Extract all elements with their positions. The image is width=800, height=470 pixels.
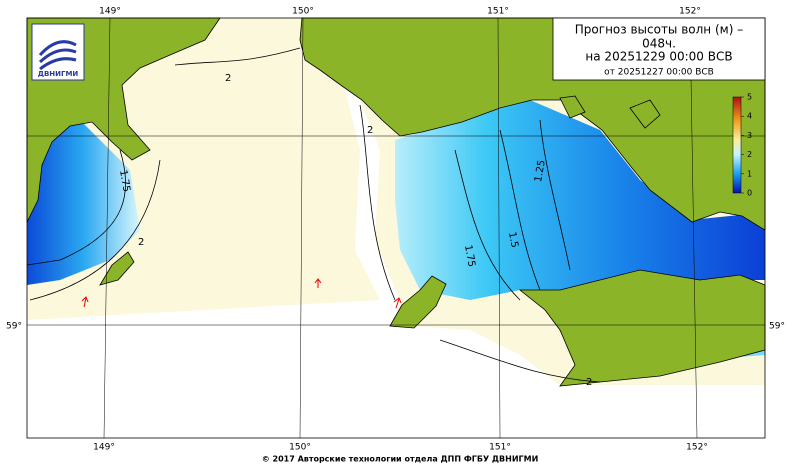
contour-label: 1.25 (533, 159, 548, 183)
contour-labels: 2 1.75 2 2 1.75 1.5 1.25 2 (117, 73, 592, 388)
lon-label: 150° (289, 443, 311, 453)
contour (29, 159, 161, 301)
contour-label: 1.5 (506, 231, 520, 249)
lon-label: 152° (679, 7, 701, 17)
title-bg (552, 17, 766, 81)
island-small (99, 251, 135, 286)
colorbar-label: 5 (747, 93, 752, 102)
colorbar-label: 2 (747, 150, 752, 159)
lon-label: 151° (487, 7, 509, 17)
lat-label: 59° (769, 322, 785, 332)
lon-label: 149° (99, 7, 121, 17)
wave-arrow (81, 296, 89, 308)
logo-waves (38, 40, 77, 71)
lon-label: 149° (93, 443, 115, 453)
map-frame (26, 17, 766, 439)
colorbar-ticks: 0 1 2 3 4 5 (741, 93, 752, 198)
contour (499, 129, 541, 291)
contour (174, 47, 301, 66)
title: Прогноз высоты волн (м) – (575, 23, 743, 37)
logo: ДВНИГМИ (31, 23, 85, 81)
contour-label: 2 (367, 125, 373, 136)
lon-label: 152° (686, 443, 708, 453)
footer: © 2017 Авторские технологии отдела ДПП Ф… (262, 455, 539, 464)
logo-text: ДВНИГМИ (38, 70, 79, 78)
islet-2 (629, 99, 661, 129)
contour-label: 1.75 (462, 244, 477, 268)
lon-label: 150° (292, 7, 314, 17)
land-southeast (518, 269, 766, 387)
island (389, 275, 447, 329)
contour-label: 1.75 (117, 169, 132, 193)
title: на 20251229 00:00 ВСВ (585, 50, 732, 64)
title: 048ч. (642, 37, 676, 51)
contour-label: 2 (138, 237, 144, 248)
islet (559, 95, 586, 119)
contour (359, 104, 396, 301)
lat-label: 59° (6, 322, 22, 332)
colorbar-label: 4 (747, 112, 752, 121)
grid (27, 17, 765, 439)
map-area: 2 1.75 2 2 1.75 1.5 1.25 2 (26, 17, 766, 439)
sea-calm-center (27, 40, 380, 320)
colorbar-label: 0 (747, 189, 752, 198)
contour (539, 119, 571, 271)
colorbar-label: 1 (747, 169, 752, 178)
colorbar (732, 96, 742, 194)
sea-blue-east (395, 100, 765, 300)
colorbar-label: 3 (747, 131, 752, 140)
longitude-labels: 149° 149° 150° 150° 151° 151° 152° 152° (93, 7, 708, 453)
wave-arrow (393, 297, 402, 309)
sea-blue-west (27, 120, 140, 285)
title-box: Прогноз высоты волн (м) – 048ч. на 20251… (552, 17, 766, 81)
contour-label: 2 (586, 377, 592, 388)
lon-label: 151° (489, 443, 511, 453)
contour (26, 149, 126, 266)
contour (439, 339, 601, 383)
contour (454, 149, 521, 301)
issued: от 20251227 00:00 ВСВ (604, 68, 714, 78)
contour-label: 2 (225, 73, 231, 84)
wave-arrow (314, 278, 322, 288)
